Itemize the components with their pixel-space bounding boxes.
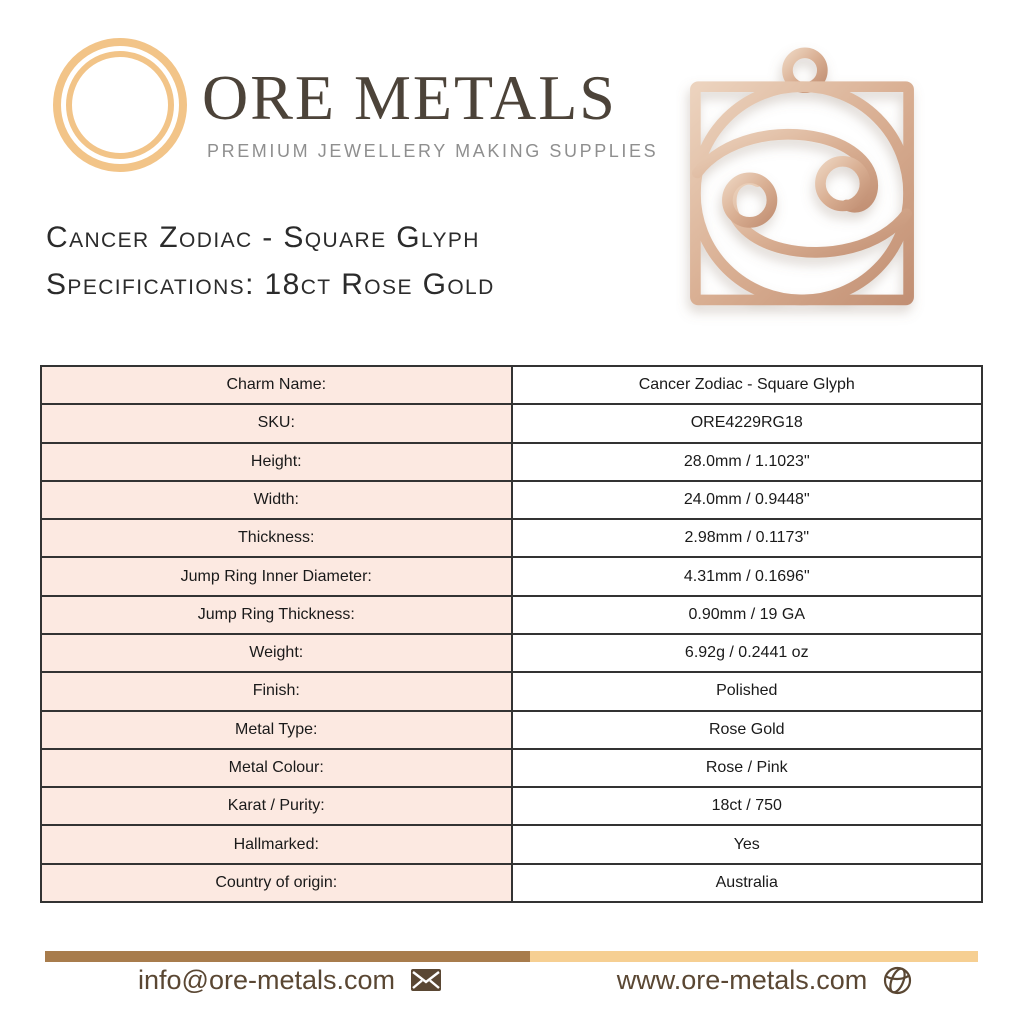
spec-label: Karat / Purity: [40,786,513,827]
spec-table-body: Charm Name: Cancer Zodiac - Square Glyph S… [40,364,983,904]
spec-value: 24.0mm / 0.9448" [510,479,983,521]
spec-label: Height: [40,441,513,482]
table-row: Height: 28.0mm / 1.1023" [40,441,983,482]
spec-value: ORE4229RG18 [510,403,983,444]
brand-name: ORE METALS [202,62,617,133]
spec-value: 28.0mm / 1.1023" [510,441,983,482]
logo-inner-circle [66,51,174,159]
spec-label: Hallmarked: [40,824,513,865]
table-row: Jump Ring Thickness: 0.90mm / 19 GA [40,594,983,635]
spec-value: 4.31mm / 0.1696" [510,556,983,597]
table-row: Metal Colour: Rose / Pink [40,747,983,789]
footer-divider [45,951,978,962]
spec-value: 0.90mm / 19 GA [510,594,983,635]
website-link[interactable]: www.ore-metals.com [616,964,868,995]
cancer-glyph-top-tail [691,128,879,213]
footer-website-group: www.ore-metals.com [585,958,945,1002]
table-row: Metal Type: Rose Gold [40,709,983,750]
zodiac-circle [690,81,914,306]
product-image-cancer-charm [690,47,914,306]
spec-value: Rose / Pink [510,747,983,789]
spec-value: 18ct / 750 [510,786,983,827]
cancer-glyph [691,128,913,258]
table-row: SKU: ORE4229RG18 [40,403,983,444]
footer-divider-brown-segment [45,951,530,962]
spec-label: Width: [40,479,513,521]
brand-logo-ring [53,38,187,172]
table-row: Finish: Polished [40,671,983,712]
spec-value: Yes [510,824,983,865]
spec-label: Country of origin: [40,862,513,904]
table-row: Thickness: 2.98mm / 0.1173" [40,518,983,559]
spec-label: Jump Ring Thickness: [40,594,513,635]
table-row: Country of origin: Australia [40,862,983,904]
spec-value: Australia [510,862,983,904]
spec-label: Weight: [40,632,513,674]
spec-label: Jump Ring Inner Diameter: [40,556,513,597]
spec-label: Charm Name: [40,364,513,406]
page-title: Cancer Zodiac - Square Glyph [46,221,480,254]
page-subtitle: Specifications: 18ct Rose Gold [46,268,495,301]
spec-value: Cancer Zodiac - Square Glyph [510,364,983,406]
email-link[interactable]: info@ore-metals.com [138,964,395,995]
table-row: Width: 24.0mm / 0.9448" [40,479,983,521]
spec-label: Finish: [40,671,513,712]
spec-value: Polished [510,671,983,712]
spec-label: Thickness: [40,518,513,559]
footer-divider-gold-segment [530,951,978,962]
spec-value: Rose Gold [510,709,983,750]
spec-value: 2.98mm / 0.1173" [510,518,983,559]
table-row: Karat / Purity: 18ct / 750 [40,786,983,827]
brand-tagline: PREMIUM JEWELLERY MAKING SUPPLIES [207,141,659,161]
table-row: Charm Name: Cancer Zodiac - Square Glyph [40,364,983,406]
envelope-icon [411,969,441,991]
logo-outer-circle [53,38,187,172]
table-row: Hallmarked: Yes [40,824,983,865]
cancer-glyph-left-ring [722,172,778,228]
spec-label: Metal Colour: [40,747,513,789]
table-row: Weight: 6.92g / 0.2441 oz [40,632,983,674]
cancer-glyph-right-ring [815,156,871,212]
spec-label: SKU: [40,403,513,444]
footer-email-group: info@ore-metals.com [110,958,470,1002]
spec-label: Metal Type: [40,709,513,750]
globe-icon [884,966,912,994]
table-row: Jump Ring Inner Diameter: 4.31mm / 0.1696… [40,556,983,597]
spec-value: 6.92g / 0.2441 oz [510,632,983,674]
spec-table: Charm Name: Cancer Zodiac - Square Glyph S… [40,364,983,904]
